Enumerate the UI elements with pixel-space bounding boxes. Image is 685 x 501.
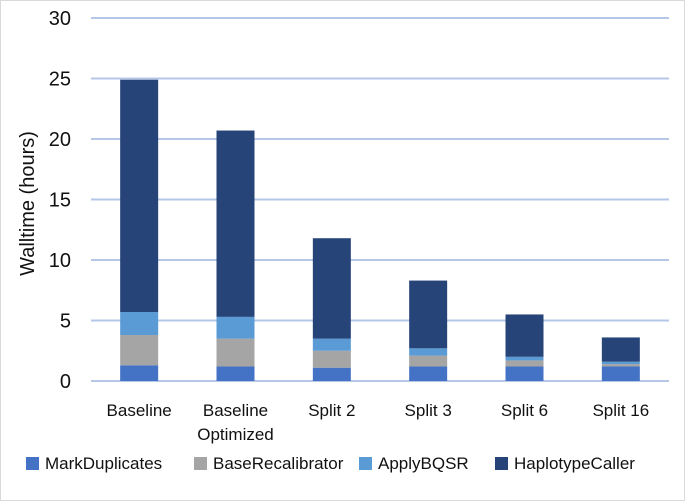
x-category-label: Optimized	[197, 425, 274, 444]
legend-swatch-haplotypecaller	[495, 457, 508, 470]
bar-segment-baserecalibrator	[312, 350, 351, 368]
bar-segment-baserecalibrator	[409, 355, 448, 367]
x-category-label: Split 2	[308, 401, 355, 420]
bar-segment-baserecalibrator	[120, 335, 159, 366]
legend-label-haplotypecaller: HaplotypeCaller	[514, 454, 635, 473]
bar-segment-applybqsr	[216, 316, 255, 339]
bar-segment-applybqsr	[505, 356, 544, 361]
bar-segment-applybqsr	[120, 312, 159, 336]
x-category-label: Baseline	[203, 401, 268, 420]
y-axis-title: Walltime (hours)	[17, 131, 39, 276]
y-axis-ticks: 0 5 10 15 20 25 30	[49, 8, 71, 393]
x-category-label: Baseline	[107, 401, 172, 420]
y-tick-label: 15	[49, 190, 71, 212]
legend-swatch-baserecalibrator	[194, 457, 207, 470]
bar-segment-markduplicates	[216, 366, 255, 381]
legend-swatch-markduplicates	[26, 457, 39, 470]
bar-segment-markduplicates	[120, 365, 159, 381]
y-tick-label: 5	[60, 311, 71, 333]
bars	[120, 79, 640, 381]
bar-segment-applybqsr	[409, 348, 448, 356]
bar-segment-haplotypecaller	[409, 280, 448, 349]
bar-segment-applybqsr	[601, 361, 640, 365]
x-category-label: Split 16	[592, 401, 649, 420]
legend-label-markduplicates: MarkDuplicates	[45, 454, 162, 473]
bar-segment-haplotypecaller	[505, 314, 544, 357]
y-tick-label: 10	[49, 250, 71, 272]
gridlines	[91, 17, 669, 382]
bar-segment-markduplicates	[601, 366, 640, 381]
bar-segment-haplotypecaller	[120, 79, 159, 313]
y-tick-label: 25	[49, 69, 71, 91]
bar-segment-markduplicates	[312, 367, 351, 381]
legend-label-applybqsr: ApplyBQSR	[378, 454, 469, 473]
x-category-label: Split 6	[501, 401, 548, 420]
x-category-label: Split 3	[405, 401, 452, 420]
bar-segment-markduplicates	[409, 366, 448, 381]
y-tick-label: 30	[49, 8, 71, 30]
bar-segment-haplotypecaller	[601, 337, 640, 362]
legend-label-baserecalibrator: BaseRecalibrator	[213, 454, 344, 473]
bar-segment-applybqsr	[312, 338, 351, 351]
y-tick-label: 20	[49, 129, 71, 151]
bar-segment-markduplicates	[505, 366, 544, 381]
bar-segment-haplotypecaller	[216, 130, 255, 317]
y-tick-label: 0	[60, 371, 71, 393]
bar-segment-baserecalibrator	[505, 360, 544, 367]
bar-segment-haplotypecaller	[312, 238, 351, 339]
bar-segment-baserecalibrator	[601, 364, 640, 367]
x-axis-categories: Baseline Baseline Optimized Split 2 Split 3 S…	[107, 401, 650, 444]
legend: MarkDuplicates BaseRecalibrator ApplyBQSR H…	[26, 454, 635, 473]
bar-segment-baserecalibrator	[216, 338, 255, 367]
legend-swatch-applybqsr	[359, 457, 372, 470]
